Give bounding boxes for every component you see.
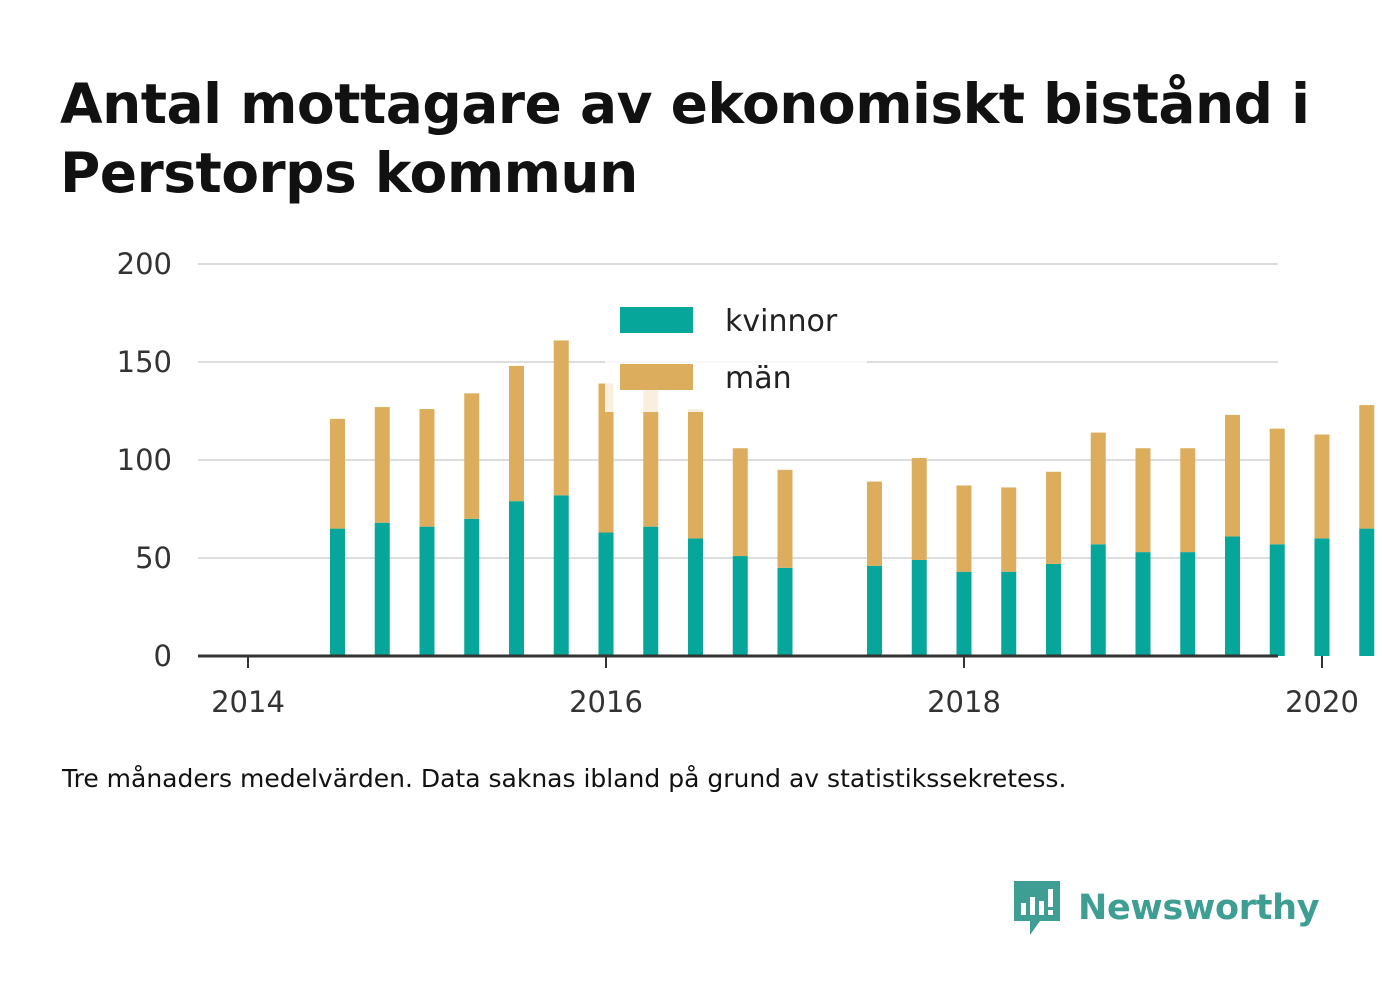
newsworthy-logo-icon [1014, 881, 1060, 935]
bar-kvinnor [1314, 538, 1330, 656]
bar-kvinnor [732, 556, 748, 656]
bar-man [330, 418, 345, 529]
legend-swatch [620, 307, 693, 333]
y-tick-label: 200 [117, 247, 172, 281]
bar-kvinnor [1001, 571, 1017, 656]
legend-swatch [620, 364, 693, 390]
bar-man [688, 409, 703, 539]
legend-label: kvinnor [725, 304, 838, 339]
bar-man [419, 409, 435, 527]
bar-kvinnor [419, 526, 435, 656]
x-tick-label: 2018 [927, 685, 1001, 719]
x-tick-label: 2016 [569, 685, 643, 719]
bar-kvinnor [598, 532, 614, 656]
x-tick-label: 2020 [1285, 685, 1359, 719]
bar-kvinnor [1135, 552, 1151, 656]
chart-title: Antal mottagare av ekonomiskt bistånd i … [60, 72, 1310, 205]
bar-man [1359, 405, 1375, 529]
y-tick-label: 100 [117, 443, 172, 477]
bar-kvinnor [330, 528, 345, 656]
bar-kvinnor [1269, 544, 1285, 656]
bar-kvinnor [464, 518, 480, 656]
brand-logo: Newsworthy [1010, 876, 1320, 940]
bar-man [464, 393, 480, 519]
y-tick-label: 150 [117, 345, 172, 379]
x-tick-label: 2014 [211, 685, 285, 719]
bar-man [867, 481, 882, 566]
bar-kvinnor [1359, 528, 1375, 656]
bar-kvinnor [1090, 544, 1106, 656]
x-axis: 201420162018202020222024 [198, 654, 1359, 719]
bar-kvinnor [509, 501, 524, 656]
bar-kvinnor [374, 522, 390, 656]
bar-kvinnor [867, 565, 882, 656]
bar-man [911, 458, 927, 560]
bar-man [598, 383, 614, 533]
legend: kvinnor män [605, 292, 867, 412]
bar-man [1269, 428, 1285, 545]
bar-kvinnor [643, 526, 659, 656]
bar-kvinnor [688, 538, 703, 656]
bar-man [1046, 471, 1061, 564]
bar-man [1314, 434, 1330, 539]
bar-man [1180, 448, 1196, 553]
bar-man [509, 365, 524, 502]
legend-label: män [725, 361, 792, 396]
bar-man [777, 469, 793, 568]
y-tick-label: 0 [154, 639, 172, 673]
bar-man [1225, 414, 1240, 537]
bar-man [553, 340, 569, 496]
bar-man [374, 407, 390, 523]
bar-kvinnor [1225, 536, 1240, 656]
bar-kvinnor [553, 495, 569, 656]
y-axis-labels: 0 50 100 150 200 [117, 247, 172, 673]
bar-kvinnor [1180, 552, 1196, 656]
bar-man [1135, 448, 1151, 553]
bar-kvinnor [911, 559, 927, 656]
footnote: Tre månaders medelvärden. Data saknas ib… [62, 764, 1067, 793]
bar-kvinnor [956, 571, 972, 656]
bars [330, 340, 1375, 656]
bar-man [956, 485, 972, 572]
bar-man [643, 375, 659, 527]
bar-man [1090, 432, 1106, 545]
bar-kvinnor [777, 567, 793, 656]
brand-name: Newsworthy [1078, 888, 1320, 928]
bar-man [1001, 487, 1017, 572]
y-tick-label: 50 [135, 541, 172, 575]
bar-man [732, 448, 748, 557]
bar-kvinnor [1046, 563, 1061, 656]
